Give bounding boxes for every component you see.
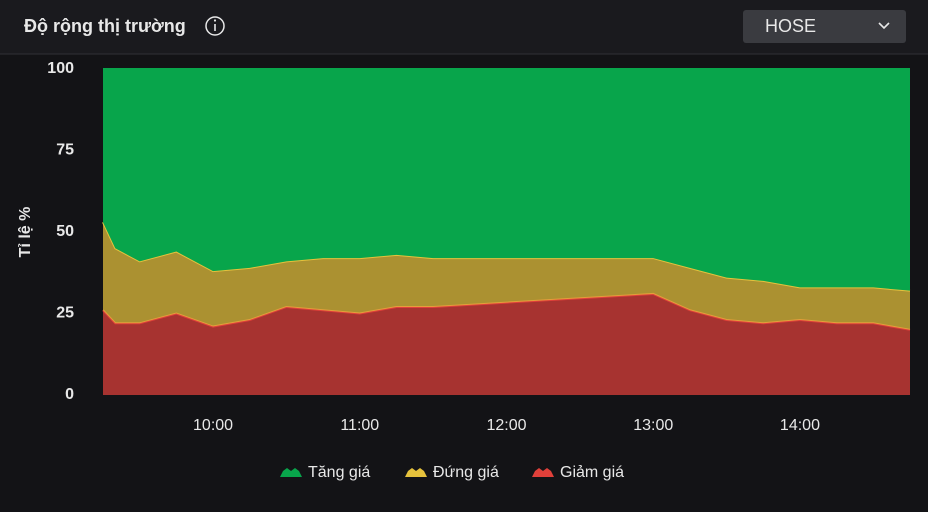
y-axis-label: Tỉ lệ % bbox=[17, 207, 34, 258]
legend-label: Giảm giá bbox=[560, 464, 624, 481]
area-fill bbox=[103, 69, 910, 291]
exchange-dropdown[interactable]: HOSE bbox=[743, 10, 906, 43]
area-fill bbox=[103, 222, 910, 330]
legend: Tăng giá Đứng giá Giảm giá bbox=[280, 464, 624, 481]
dropdown-caret bbox=[878, 22, 890, 30]
area-fill bbox=[103, 293, 910, 395]
x-tick-label: 12:00 bbox=[486, 417, 526, 434]
y-tick-label: 75 bbox=[56, 142, 74, 159]
info-circle bbox=[205, 16, 225, 36]
legend-swatch bbox=[405, 468, 427, 477]
x-tick-label: 13:00 bbox=[633, 417, 673, 434]
x-tick-label: 10:00 bbox=[193, 417, 233, 434]
info-icon[interactable] bbox=[205, 16, 225, 36]
y-tick-label: 0 bbox=[65, 386, 74, 403]
info-dot bbox=[213, 19, 217, 22]
dropdown-label: HOSE bbox=[765, 16, 816, 36]
legend-label: Đứng giá bbox=[433, 464, 499, 481]
legend-swatch bbox=[532, 468, 554, 477]
legend-swatch bbox=[280, 468, 302, 477]
y-tick-label: 100 bbox=[47, 60, 74, 77]
x-tick-label: 14:00 bbox=[780, 417, 820, 434]
dropdown-box bbox=[743, 10, 906, 43]
x-tick-label: 11:00 bbox=[340, 417, 379, 434]
y-tick-label: 50 bbox=[56, 223, 74, 240]
panel-title: Độ rộng thị trường bbox=[24, 16, 186, 36]
legend-label: Tăng giá bbox=[308, 464, 370, 481]
y-tick-label: 25 bbox=[56, 305, 74, 322]
